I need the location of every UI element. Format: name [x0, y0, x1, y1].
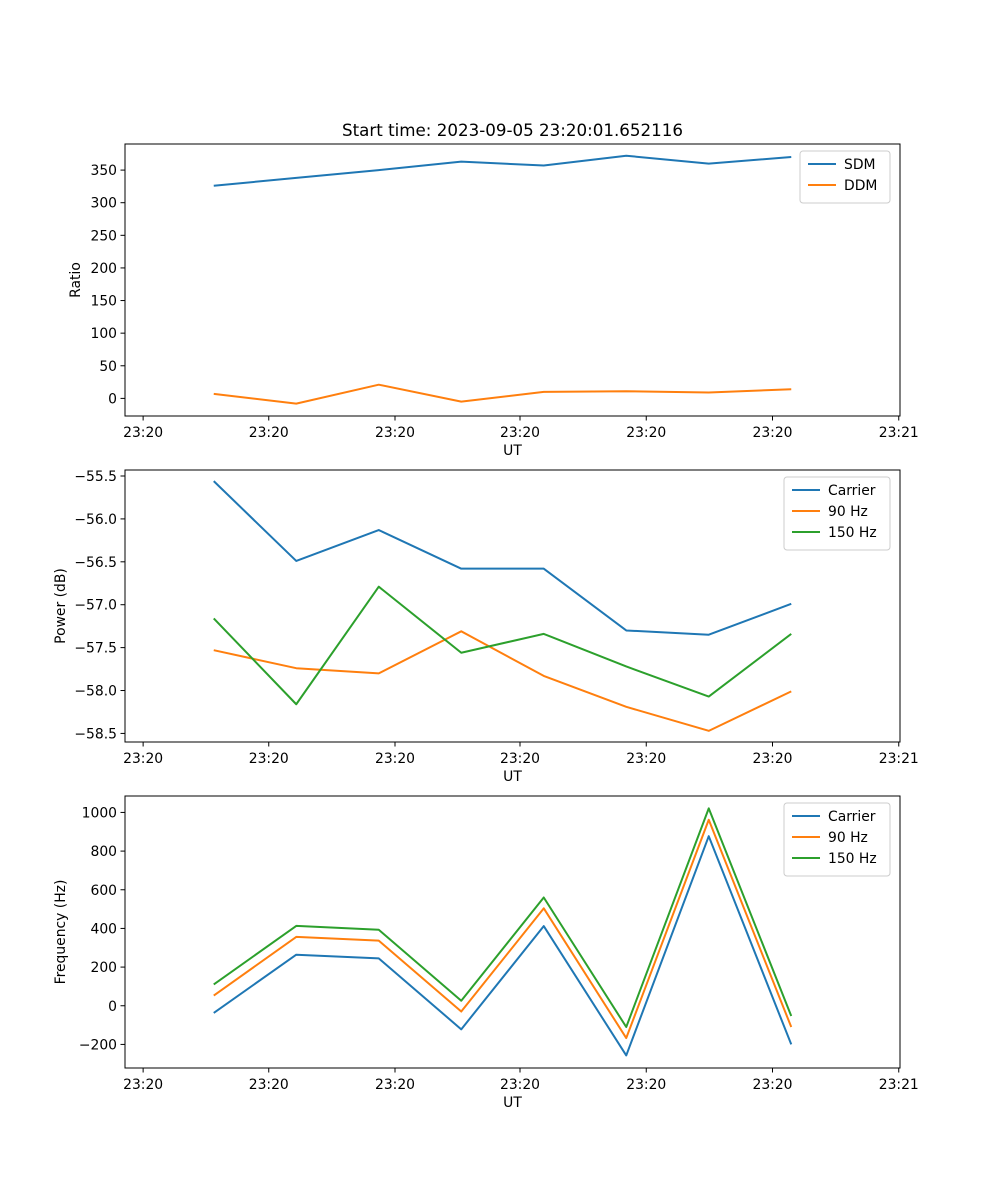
chart-title: Start time: 2023-09-05 23:20:01.652116: [342, 120, 683, 140]
chart-panel-3: −200 0 200 400 600 800 1000 23:20 23:20 23:20 23:2…: [53, 795, 919, 1111]
axes-frame: [124, 795, 901, 1069]
x-tick-label: 23:20: [123, 1077, 163, 1093]
x-axis-label: UT: [503, 769, 522, 785]
y-axis-label: Power (dB): [53, 568, 69, 644]
legend-label: DDM: [844, 178, 877, 194]
x-axis-label: UT: [503, 1095, 522, 1111]
y-tick-label: 600: [90, 883, 117, 899]
axes-frame: [124, 143, 901, 417]
y-tick-label: 0: [108, 999, 117, 1015]
y-tick-label: 200: [90, 960, 117, 976]
y-tick-label: 800: [90, 844, 117, 860]
y-tick-label: 400: [90, 921, 117, 937]
y-axis-label: Ratio: [68, 262, 84, 298]
series-line-150-hz: [213, 585, 792, 706]
y-tick-label: −200: [79, 1037, 117, 1053]
y-tick-label: 0: [108, 391, 117, 407]
x-tick-label: 23:20: [249, 1077, 289, 1093]
series-line-90-hz: [213, 630, 792, 732]
y-tick-label: −56.0: [74, 512, 117, 528]
legend-label: 90 Hz: [828, 504, 868, 520]
charts-container: 0 50 100 150 200 250 300 350 23:20 23:20 23:20 23:2…: [53, 120, 919, 1111]
legend-label: SDM: [844, 157, 876, 173]
y-tick-label: −58.0: [74, 684, 117, 700]
y-tick-label: 100: [90, 326, 117, 342]
x-tick-label: 23:20: [752, 751, 792, 767]
y-axis-label: Frequency (Hz): [53, 880, 69, 985]
x-tick-label: 23:21: [879, 751, 919, 767]
x-tick-label: 23:20: [626, 1077, 666, 1093]
y-tick-label: −57.5: [74, 641, 117, 657]
y-tick-label: 200: [90, 261, 117, 277]
legend-label: Carrier: [828, 809, 876, 825]
x-tick-label: 23:20: [123, 425, 163, 441]
x-tick-label: 23:20: [500, 425, 540, 441]
legend: SDM DDM: [799, 150, 891, 204]
legend: Carrier 90 Hz 150 Hz: [783, 476, 891, 551]
x-tick-label: 23:20: [375, 425, 415, 441]
series-line-sdm: [213, 154, 792, 187]
legend-label: 150 Hz: [828, 851, 877, 867]
y-tick-label: 150: [90, 294, 117, 310]
series-line-90-hz: [213, 818, 793, 1040]
y-tick-label: 350: [90, 163, 117, 179]
legend-label: Carrier: [828, 483, 876, 499]
x-tick-label: 23:20: [626, 751, 666, 767]
y-tick-label: 300: [90, 196, 117, 212]
y-tick-label: −55.5: [74, 469, 117, 485]
legend-label: 90 Hz: [828, 830, 868, 846]
y-tick-label: −56.5: [74, 555, 117, 571]
axes-frame: [124, 469, 901, 743]
chart-panel-1: 0 50 100 150 200 250 300 350 23:20 23:20 23:20 23:2…: [68, 120, 919, 459]
x-tick-label: 23:20: [123, 751, 163, 767]
legend-label: 150 Hz: [828, 525, 877, 541]
chart-panel-2: −58.5 −58.0 −57.5 −57.0 −56.5 −56.0 −55.5 23:20…: [53, 469, 919, 785]
y-tick-label: −57.0: [74, 598, 117, 614]
x-axis-label: UT: [503, 443, 522, 459]
x-tick-label: 23:20: [375, 751, 415, 767]
series-line-150-hz: [213, 807, 793, 1029]
x-tick-label: 23:20: [500, 751, 540, 767]
series-line-carrier: [213, 835, 793, 1057]
y-tick-label: 250: [90, 228, 117, 244]
x-tick-label: 23:21: [879, 425, 919, 441]
x-tick-label: 23:21: [879, 1077, 919, 1093]
x-tick-label: 23:20: [752, 425, 792, 441]
x-tick-label: 23:20: [500, 1077, 540, 1093]
x-tick-label: 23:20: [626, 425, 666, 441]
series-line-ddm: [213, 383, 792, 405]
series-line-carrier: [213, 480, 792, 636]
legend: Carrier 90 Hz 150 Hz: [783, 802, 891, 877]
x-tick-label: 23:20: [752, 1077, 792, 1093]
x-tick-label: 23:20: [375, 1077, 415, 1093]
x-tick-label: 23:20: [249, 425, 289, 441]
x-tick-label: 23:20: [249, 751, 289, 767]
y-tick-label: −58.5: [74, 726, 117, 742]
y-tick-label: 50: [99, 359, 117, 375]
y-tick-label: 1000: [82, 805, 117, 821]
